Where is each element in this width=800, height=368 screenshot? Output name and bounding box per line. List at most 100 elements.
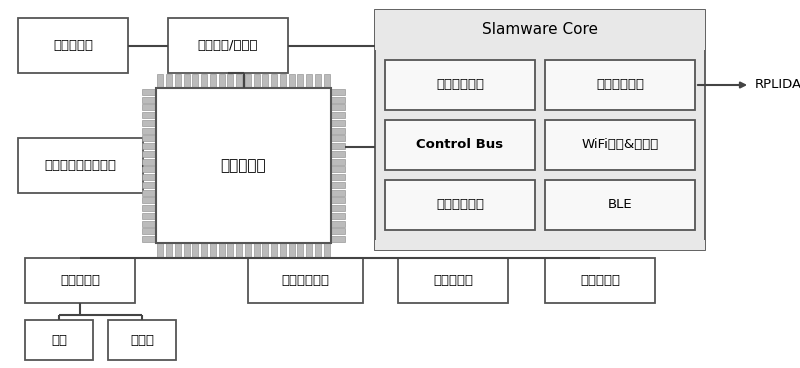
Bar [375, 10, 705, 50]
Text: RPLIDAR: RPLIDAR [755, 78, 800, 92]
Text: 碰撞传感器: 碰撞传感器 [580, 274, 620, 287]
Bar [289, 243, 294, 257]
Bar [245, 74, 251, 88]
Bar [298, 243, 303, 257]
Bar [142, 213, 156, 219]
Bar [324, 74, 330, 88]
Bar [142, 89, 156, 95]
Text: Control Bus: Control Bus [417, 138, 503, 152]
Bar [227, 243, 234, 257]
Bar [315, 74, 321, 88]
Bar [201, 74, 207, 88]
Text: Slamware Core: Slamware Core [482, 22, 598, 38]
Text: 用户界面/工控机: 用户界面/工控机 [198, 39, 258, 52]
Bar [158, 74, 163, 88]
Bar [545, 60, 695, 110]
Text: 电机: 电机 [51, 333, 67, 347]
Bar [142, 105, 156, 110]
Bar [192, 74, 198, 88]
Bar [315, 243, 321, 257]
Bar [254, 243, 260, 257]
Bar [158, 243, 163, 257]
Bar [254, 74, 260, 88]
Bar [271, 74, 277, 88]
Bar [142, 143, 156, 149]
Bar [331, 97, 345, 103]
Bar [331, 159, 345, 164]
Bar [545, 120, 695, 170]
Bar [142, 166, 156, 172]
Bar [142, 120, 156, 126]
Bar [18, 138, 143, 193]
Bar [142, 97, 156, 103]
Bar [331, 128, 345, 134]
Text: 电机控制器: 电机控制器 [60, 274, 100, 287]
Bar [385, 180, 535, 230]
Bar [184, 74, 190, 88]
Bar [306, 74, 312, 88]
Text: BLE: BLE [608, 198, 632, 212]
Bar [142, 190, 156, 196]
Bar [331, 151, 345, 157]
Bar [298, 74, 303, 88]
Bar [142, 182, 156, 188]
Bar [375, 240, 705, 250]
Bar [236, 243, 242, 257]
Bar [289, 74, 294, 88]
Bar [331, 236, 345, 242]
Bar [324, 243, 330, 257]
Bar [236, 74, 242, 88]
Bar [201, 243, 207, 257]
Bar [331, 197, 345, 204]
Bar [545, 258, 655, 303]
Bar [331, 89, 345, 95]
Bar [262, 243, 268, 257]
Text: 自动回充红外接收器: 自动回充红外接收器 [45, 159, 117, 172]
Bar [142, 236, 156, 242]
Text: 超声波传感器: 超声波传感器 [282, 274, 330, 287]
Bar [331, 166, 345, 172]
Bar [142, 128, 156, 134]
Bar [142, 151, 156, 157]
Bar [142, 221, 156, 227]
Bar [210, 74, 216, 88]
Bar [331, 174, 345, 180]
Bar [545, 180, 695, 230]
Bar [248, 258, 363, 303]
Bar [192, 243, 198, 257]
Bar [175, 243, 181, 257]
Bar [156, 88, 331, 243]
Bar [331, 213, 345, 219]
Bar [218, 74, 225, 88]
Bar [331, 182, 345, 188]
Bar [331, 112, 345, 118]
Bar [218, 243, 225, 257]
Text: 跌落传感器: 跌落传感器 [433, 274, 473, 287]
Bar [168, 18, 288, 73]
Bar [331, 135, 345, 141]
Bar [306, 243, 312, 257]
Text: WiFi热点&客户端: WiFi热点&客户端 [582, 138, 658, 152]
Bar [245, 243, 251, 257]
Bar [331, 143, 345, 149]
Bar [331, 229, 345, 234]
Bar [375, 10, 705, 250]
Text: 高速通讯总线: 高速通讯总线 [436, 78, 484, 92]
Bar [227, 74, 234, 88]
Bar [166, 243, 172, 257]
Bar [262, 74, 268, 88]
Text: 深度摄像头: 深度摄像头 [53, 39, 93, 52]
Bar [142, 197, 156, 204]
Bar [175, 74, 181, 88]
Bar [142, 135, 156, 141]
Bar [25, 258, 135, 303]
Bar [398, 258, 508, 303]
Bar [280, 243, 286, 257]
Text: 里程计: 里程计 [130, 333, 154, 347]
Bar [331, 221, 345, 227]
Bar [142, 174, 156, 180]
Bar [385, 120, 535, 170]
Bar [108, 320, 176, 360]
Bar [331, 205, 345, 211]
Bar [142, 112, 156, 118]
